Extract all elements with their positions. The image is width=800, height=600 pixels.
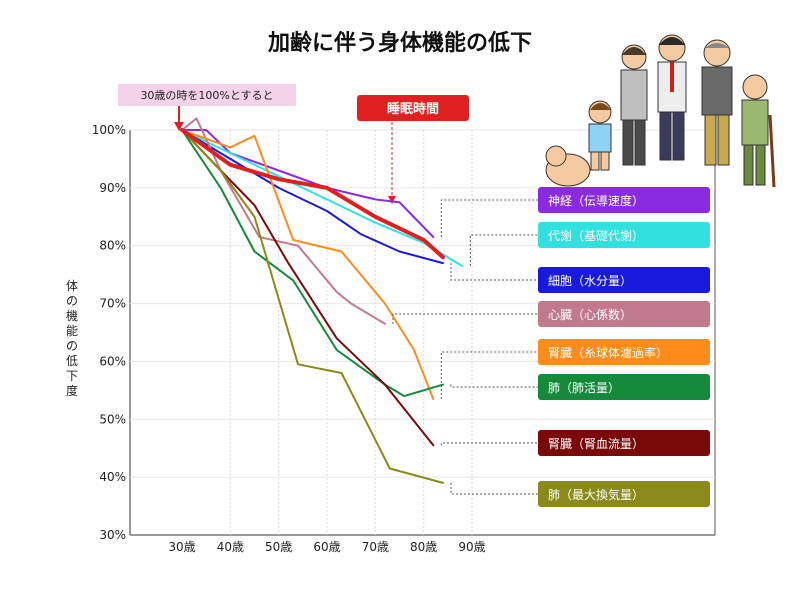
y-tick-label: 100%: [92, 123, 126, 137]
legend-label: 腎臓（腎血流量）: [548, 437, 644, 451]
y-axis-label-char: 低: [66, 354, 78, 368]
baby-figure: [545, 145, 591, 187]
legend-box: [538, 222, 710, 248]
y-tick-label: 80%: [99, 239, 126, 253]
y-tick-label: 90%: [99, 181, 126, 195]
annotation-arrowhead: [174, 122, 184, 131]
y-tick-labels: 100% 90% 80% 70% 60% 50% 40% 30%: [92, 123, 126, 542]
x-tick-label: 60歳: [313, 540, 340, 554]
x-tick-label: 80歳: [410, 540, 437, 554]
sleep-label-box: [357, 95, 469, 121]
y-tick-label: 50%: [99, 412, 126, 426]
series-line: [181, 129, 444, 265]
series-lines: [180, 117, 464, 484]
y-tick-label: 40%: [99, 470, 126, 484]
young-man-figure: [657, 34, 687, 161]
legend-box: [538, 267, 710, 293]
legend-box: [538, 339, 710, 365]
legend-label: 腎臓（糸球体濾過率）: [548, 345, 668, 360]
teen-figure: [620, 44, 648, 166]
gridlines: [130, 129, 715, 535]
legend-label: 肺（肺活量）: [548, 381, 620, 395]
series-line-sleep: [180, 128, 445, 260]
series-line: [181, 129, 444, 398]
legend-label: 肺（最大換気量）: [548, 487, 644, 502]
annotation-box: [118, 84, 296, 106]
series-line: [181, 129, 435, 447]
y-axis-label-char: 体: [66, 279, 78, 293]
elderly-family-illustration: [545, 34, 776, 188]
sleep-label-arrowhead: [388, 196, 396, 204]
y-tick-label: 60%: [99, 354, 126, 368]
y-axis-label-char: の: [66, 294, 78, 308]
x-tick-label: 30歳: [168, 540, 195, 554]
legend-leader: [440, 199, 538, 238]
sleep-label-text: 睡眠時間: [387, 101, 439, 117]
legend-leader: [440, 351, 538, 400]
y-axis-label-char: の: [66, 339, 78, 353]
x-tick-label: 50歳: [265, 540, 292, 554]
series-line: [181, 129, 435, 400]
legend-box: [538, 481, 710, 507]
x-tick-label: 70歳: [362, 540, 389, 554]
series-line: [181, 129, 464, 267]
y-axis-label-char: 機: [66, 308, 78, 323]
legend-leader: [450, 263, 538, 281]
x-tick-label: 40歳: [217, 540, 244, 554]
chart-title: 加齢に伴う身体機能の低下: [267, 30, 532, 56]
series-line: [181, 129, 435, 238]
legend-label: 代謝（基礎代謝）: [548, 228, 644, 243]
middle-aged-figure: [701, 39, 733, 166]
legend-leader: [469, 234, 538, 266]
legend-label: 細胞（水分量）: [548, 274, 632, 288]
y-axis-label-char: 度: [66, 383, 78, 398]
series-line: [181, 129, 444, 484]
child-figure: [588, 100, 612, 171]
legend-leader: [392, 313, 538, 324]
x-tick-labels: 30歳 40歳 50歳 60歳 70歳 80歳 90歳: [168, 540, 485, 554]
annotation-text: 30歳の時を100%とすると: [140, 89, 273, 102]
legend-box: [538, 187, 710, 213]
legend-label: 心臓（心係数）: [548, 307, 632, 322]
legend: 神経（伝導速度） 代謝（基礎代謝） 細胞（水分量） 心臓（心係数） 腎臓（糸球体濾過率）…: [392, 187, 710, 507]
legend-leader: [450, 482, 538, 495]
y-tick-label: 30%: [99, 528, 126, 542]
legend-box: [538, 430, 710, 456]
legend-leader: [450, 384, 538, 388]
x-tick-label: 90歳: [458, 540, 485, 554]
y-axis-label-char: 下: [66, 369, 78, 383]
legend-box: [538, 374, 710, 400]
legend-label: 神経（伝導速度）: [548, 193, 644, 208]
legend-box: [538, 301, 710, 327]
legend-leader: [440, 442, 538, 446]
elderly-figure: [741, 74, 776, 188]
y-axis-label-char: 能: [66, 324, 78, 338]
y-tick-label: 70%: [99, 297, 126, 311]
series-line: [181, 117, 386, 325]
